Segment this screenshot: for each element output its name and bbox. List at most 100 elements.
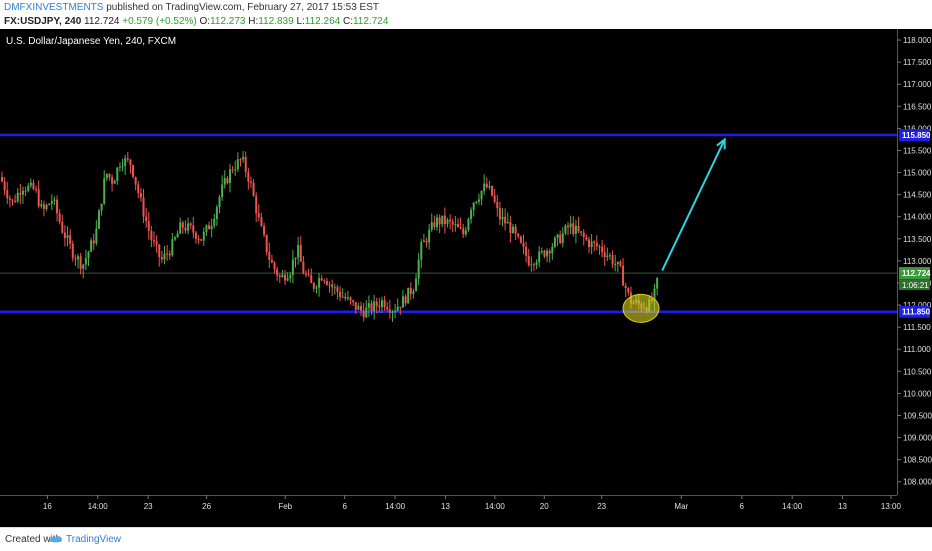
- candle-body: [173, 237, 176, 240]
- projection-arrow-line[interactable]: [661, 138, 726, 272]
- candle-body: [454, 224, 457, 226]
- candle-body: [218, 197, 221, 207]
- candle-body: [268, 252, 271, 260]
- candle-body: [412, 291, 415, 294]
- candle-body: [108, 173, 111, 178]
- candle-body: [417, 259, 420, 279]
- candle-body: [323, 280, 326, 282]
- candle-body: [242, 156, 245, 160]
- candle-body: [286, 278, 289, 281]
- candle-body: [6, 190, 9, 199]
- candle-body: [234, 169, 237, 171]
- y-tick-label: 115.000: [903, 169, 932, 178]
- candle-body: [339, 292, 342, 297]
- candle-body: [137, 184, 140, 194]
- candle-body: [619, 261, 622, 266]
- candle-body: [564, 225, 567, 234]
- candle-body: [540, 250, 543, 252]
- candle-body: [61, 221, 64, 233]
- candle-body: [543, 250, 546, 257]
- candle-body: [425, 240, 428, 243]
- candle-body: [362, 310, 365, 318]
- candle-body: [111, 177, 114, 184]
- candle-body: [349, 297, 352, 301]
- price-chart[interactable]: U.S. Dollar/Japanese Yen, 240, FXCM 118.…: [0, 29, 932, 527]
- candle-body: [656, 278, 659, 289]
- candle-body: [179, 222, 182, 234]
- candle-body: [126, 158, 129, 160]
- candle-body: [328, 284, 331, 286]
- candle-body: [380, 300, 383, 308]
- candle-body: [480, 190, 483, 200]
- candle-body: [132, 165, 135, 177]
- candle-body: [333, 287, 336, 289]
- candle-body: [155, 241, 158, 245]
- candle-body: [297, 245, 300, 258]
- candle-body: [168, 253, 171, 256]
- candle-body: [459, 227, 462, 229]
- y-tick-label: 115.500: [903, 146, 932, 155]
- candle-body: [622, 265, 625, 286]
- highlight-ellipse[interactable]: [622, 293, 660, 323]
- candle-body: [97, 210, 100, 229]
- candle-body: [48, 203, 51, 205]
- resistance-price-tag-bg: [899, 129, 930, 142]
- candle-body: [150, 230, 153, 241]
- candle-body: [273, 262, 276, 270]
- x-tick-label: 13: [838, 502, 847, 511]
- candle-body: [407, 287, 410, 304]
- candle-body: [84, 258, 87, 265]
- candle-body: [90, 240, 93, 252]
- candle-body: [113, 180, 116, 184]
- candle-body: [265, 234, 268, 253]
- chart-frame[interactable]: U.S. Dollar/Japanese Yen, 240, FXCM 118.…: [0, 29, 932, 527]
- candle-body: [278, 275, 281, 277]
- candle-body: [215, 206, 218, 219]
- candle-body: [189, 223, 192, 226]
- candle-body: [134, 176, 137, 185]
- resistance-price-tag: 115.850: [902, 131, 931, 140]
- y-tick-label: 109.000: [903, 434, 932, 443]
- y-tick-label: 113.000: [903, 257, 932, 266]
- candle-body: [16, 192, 19, 202]
- candle-body: [1, 176, 4, 182]
- candle-body: [166, 253, 169, 255]
- candle-body: [21, 190, 24, 195]
- tradingview-brand-link[interactable]: TradingView: [66, 534, 122, 545]
- last-price-tag: 112.724: [902, 269, 931, 278]
- support-price-tag: 111.850: [902, 308, 931, 317]
- x-tick-label: 20: [540, 502, 549, 511]
- candle-body: [601, 246, 604, 253]
- candle-body: [451, 221, 454, 225]
- candle-body: [40, 204, 43, 207]
- candle-body: [260, 217, 263, 227]
- y-tick-label: 110.000: [903, 389, 932, 398]
- support-price-tag-bg: [899, 305, 930, 318]
- author-link[interactable]: DMFXINVESTMENTS: [4, 2, 104, 13]
- candle-body: [394, 310, 397, 313]
- candle-body: [294, 257, 297, 260]
- y-tick-label: 111.500: [903, 323, 931, 332]
- candle-body: [443, 215, 446, 225]
- candle-body: [176, 233, 179, 238]
- candle-body: [255, 195, 258, 214]
- candle-body: [205, 225, 208, 232]
- candle-body: [181, 222, 184, 228]
- candle-body: [276, 269, 279, 276]
- candle-body: [124, 158, 127, 167]
- candle-body: [307, 274, 310, 276]
- chart-background: [0, 29, 932, 527]
- y-tick-label: 114.000: [903, 213, 932, 222]
- candle-body: [71, 243, 74, 259]
- y-tick-label: 116.500: [903, 102, 932, 111]
- candle-body: [401, 296, 404, 308]
- candle-body: [228, 169, 231, 183]
- candle-body: [415, 278, 418, 292]
- candle-body: [475, 201, 478, 203]
- candle-body: [433, 222, 436, 228]
- candle-body: [501, 216, 504, 220]
- candle-body: [409, 287, 412, 294]
- high-label: H:: [248, 16, 259, 27]
- candle-body: [66, 235, 69, 239]
- candle-body: [11, 199, 14, 201]
